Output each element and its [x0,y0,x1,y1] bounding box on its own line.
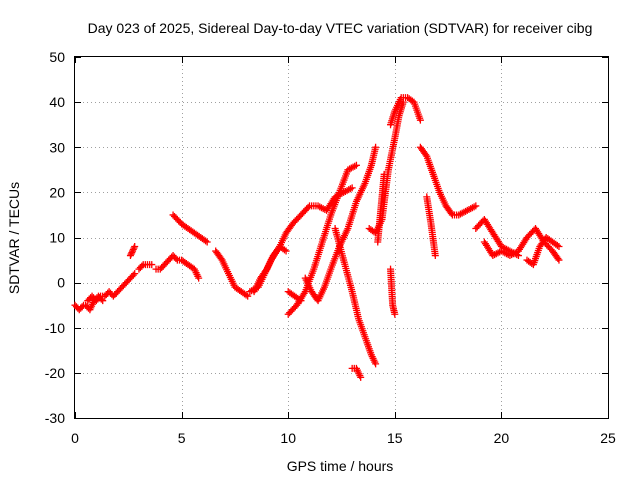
data-point [391,310,399,318]
data-point [372,143,380,151]
data-point [172,255,180,263]
data-point [130,244,138,252]
data-point [138,262,146,270]
data-point [422,151,430,159]
data-point [297,297,305,305]
data-point [126,252,134,260]
data-point [195,274,203,282]
data-point [555,256,563,264]
data-point [203,238,211,246]
x-tick-label: 20 [494,430,510,446]
y-tick-label: 20 [49,184,65,200]
data-point [304,203,312,211]
data-point [352,161,360,169]
y-tick-label: 50 [49,49,65,65]
x-tick-label: 10 [280,430,296,446]
data-point [242,291,250,299]
x-axis-label: GPS time / hours [287,458,394,474]
data-point [553,241,561,249]
data-point [295,296,303,304]
data-point [554,255,562,263]
data-point [348,184,356,192]
y-tick-label: -10 [45,320,65,336]
data-marks [71,94,563,381]
y-tick-label: -20 [45,365,65,381]
axis-ticks: 0 5 10 15 20 25 -30 -20 -10 0 10 20 30 40 50 [45,49,616,446]
data-point [127,250,135,258]
y-axis-label: SDTVAR / TECUs [6,182,22,294]
chart-title: Day 023 of 2025, Sidereal Day-to-day VTE… [88,20,593,36]
data-point [555,243,563,251]
y-tick-label: 30 [49,139,65,155]
data-point [129,246,137,254]
data-point [95,294,103,302]
data-point [202,237,210,245]
x-tick-label: 5 [178,430,186,446]
y-tick-label: -30 [45,410,65,426]
data-point [131,243,139,251]
x-tick-label: 25 [600,430,616,446]
x-tick-label: 15 [387,430,403,446]
plot-frame [74,56,609,419]
data-point [131,270,139,278]
y-tick-label: 10 [49,230,65,246]
data-point [380,170,388,178]
data-point [472,202,480,210]
data-point [431,252,439,260]
data-point [282,247,290,255]
data-point [148,261,156,269]
data-point [244,292,252,300]
data-point [128,249,136,257]
data-point [280,246,288,254]
x-tick-label: 0 [71,430,79,446]
data-point [447,209,455,217]
data-point [129,247,137,255]
data-point [129,271,137,279]
data-point [372,360,380,368]
data-point [357,373,365,381]
y-tick-label: 0 [57,275,65,291]
y-tick-label: 40 [49,94,65,110]
data-point [416,116,424,124]
